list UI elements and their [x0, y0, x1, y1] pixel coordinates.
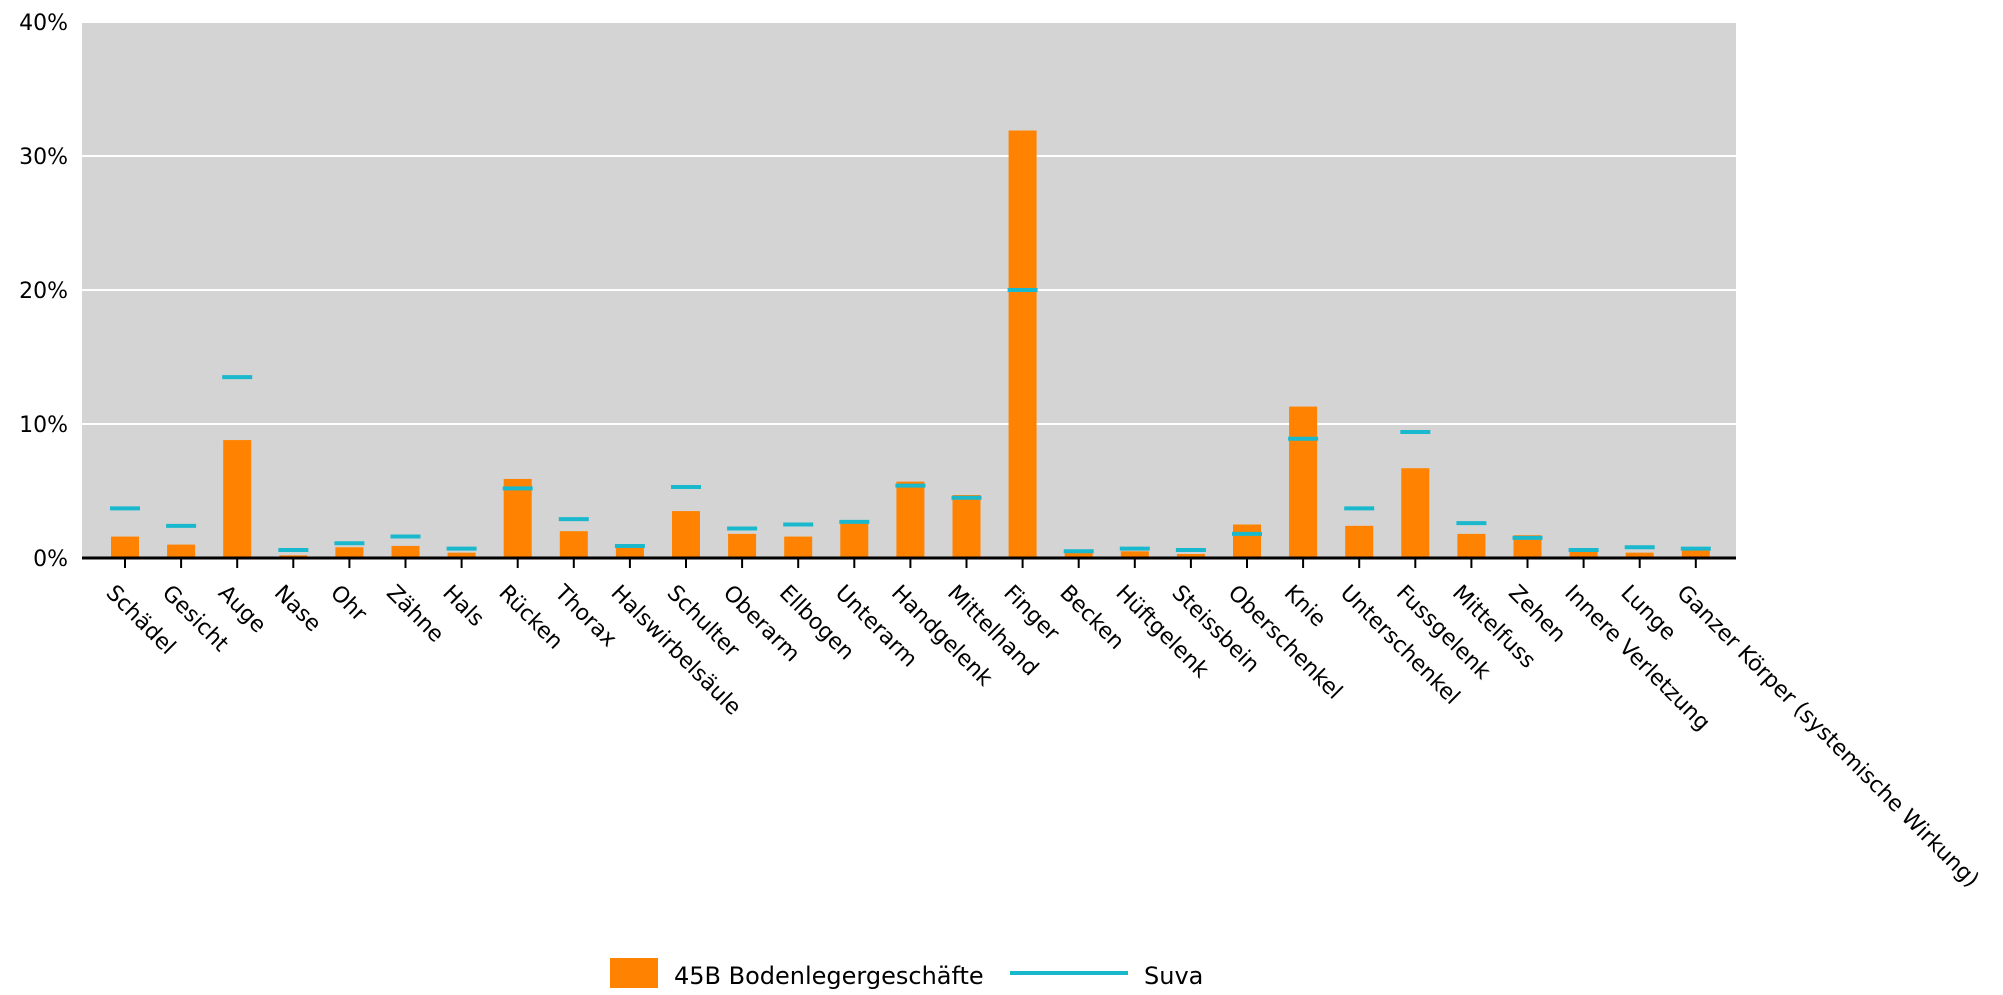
x-tick-label: Hals — [437, 581, 488, 632]
y-tick-label: 20% — [19, 279, 68, 304]
x-tick-label: Ganzer Körper (systemische Wirkung) — [1672, 581, 1984, 893]
bar — [1345, 525, 1374, 558]
bar — [111, 536, 139, 558]
bar — [167, 544, 196, 558]
y-tick-label: 30% — [19, 145, 68, 170]
bar — [672, 511, 700, 558]
bar — [1681, 549, 1710, 558]
bar — [1008, 130, 1037, 559]
legend-swatch-bar — [610, 958, 658, 988]
bar — [335, 547, 364, 558]
bar — [559, 531, 588, 558]
bar — [391, 545, 420, 558]
legend: 45B Bodenlegergeschäfte Suva — [610, 958, 1203, 990]
legend-label-marker: Suva — [1144, 962, 1203, 990]
y-tick-label: 0% — [33, 547, 68, 572]
bar — [1064, 552, 1093, 558]
bar — [896, 481, 925, 558]
bar — [223, 440, 252, 558]
bar — [1176, 553, 1205, 558]
bar — [1457, 533, 1486, 558]
bar — [1401, 468, 1430, 558]
bar — [447, 552, 476, 558]
legend-label-bar: 45B Bodenlegergeschäfte — [674, 962, 984, 990]
bar — [1289, 406, 1318, 558]
y-tick-label: 40% — [19, 11, 68, 36]
bar — [503, 478, 532, 558]
bar — [952, 495, 981, 558]
bar — [1233, 524, 1261, 558]
y-axis-ticks: 0% 10% 20% 30% 40% — [19, 11, 68, 572]
bar — [615, 547, 644, 558]
bar — [1513, 535, 1542, 558]
bars-series-1 — [111, 130, 1710, 559]
bar — [1120, 551, 1149, 558]
x-tick-label: Ohr — [325, 581, 372, 628]
grid-lines — [82, 21, 1736, 425]
bar — [784, 536, 813, 558]
markers-series-2 — [110, 288, 1711, 554]
bar — [840, 520, 869, 558]
x-tick-label: Nase — [269, 581, 326, 638]
y-tick-label: 10% — [19, 413, 68, 438]
bar — [1569, 551, 1598, 558]
bar — [728, 533, 757, 558]
x-tick-label: Zähne — [381, 581, 448, 648]
bar — [1625, 552, 1654, 558]
x-tick-label: Knie — [1279, 581, 1331, 633]
